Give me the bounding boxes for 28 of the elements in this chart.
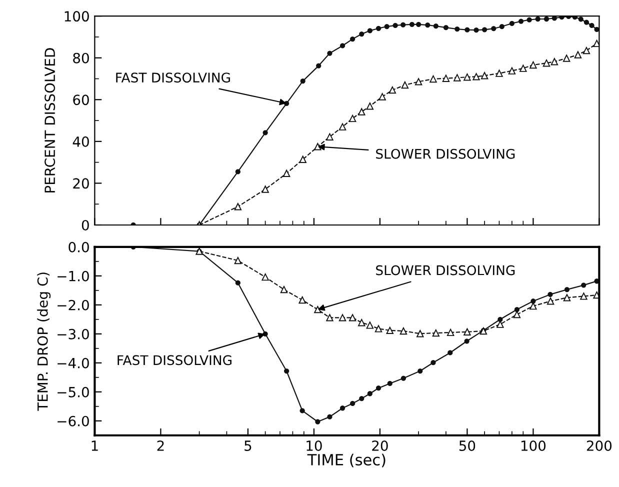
y-tick-label: 40: [72, 136, 89, 147]
x-tick-label: 10: [306, 440, 322, 451]
y-tick-label: 60: [73, 94, 89, 106]
y-tick-label: 0.0: [68, 242, 89, 252]
y-tick-label: −5.0: [58, 386, 89, 398]
y-tick-label: −4.0: [58, 358, 89, 368]
annotation: SLOWER DISSOLVING: [376, 148, 515, 159]
annotation: FAST DISSOLVING: [118, 355, 232, 366]
x-tick-label: 1: [92, 440, 98, 451]
x-tick-label: 5: [244, 440, 252, 451]
y-tick-label: −3.0: [58, 328, 89, 340]
y-tick-label: −6.0: [58, 416, 89, 426]
y-axis-title: PERCENT DISSOLVED: [44, 48, 56, 192]
x-axis-title: TIME (sec): [307, 454, 386, 468]
x-tick-label: 2: [157, 440, 164, 451]
annotation: FAST DISSOLVING: [116, 72, 230, 83]
x-tick-label: 200: [586, 440, 612, 451]
y-tick-label: −2.0: [58, 300, 89, 310]
y-tick-label: 20: [73, 178, 89, 189]
y-tick-label: 100: [64, 11, 89, 22]
y-tick-label: 0: [82, 220, 89, 230]
x-tick-label: 50: [459, 440, 476, 451]
y-tick-label: 80: [73, 52, 89, 64]
y-axis-title: TEMP. DROP (deg C): [37, 272, 51, 411]
x-tick-label: 20: [372, 440, 388, 451]
y-tick-label: −1.0: [58, 270, 89, 282]
annotation: SLOWER DISSOLVING: [376, 265, 515, 276]
x-tick-label: 100: [521, 440, 546, 451]
